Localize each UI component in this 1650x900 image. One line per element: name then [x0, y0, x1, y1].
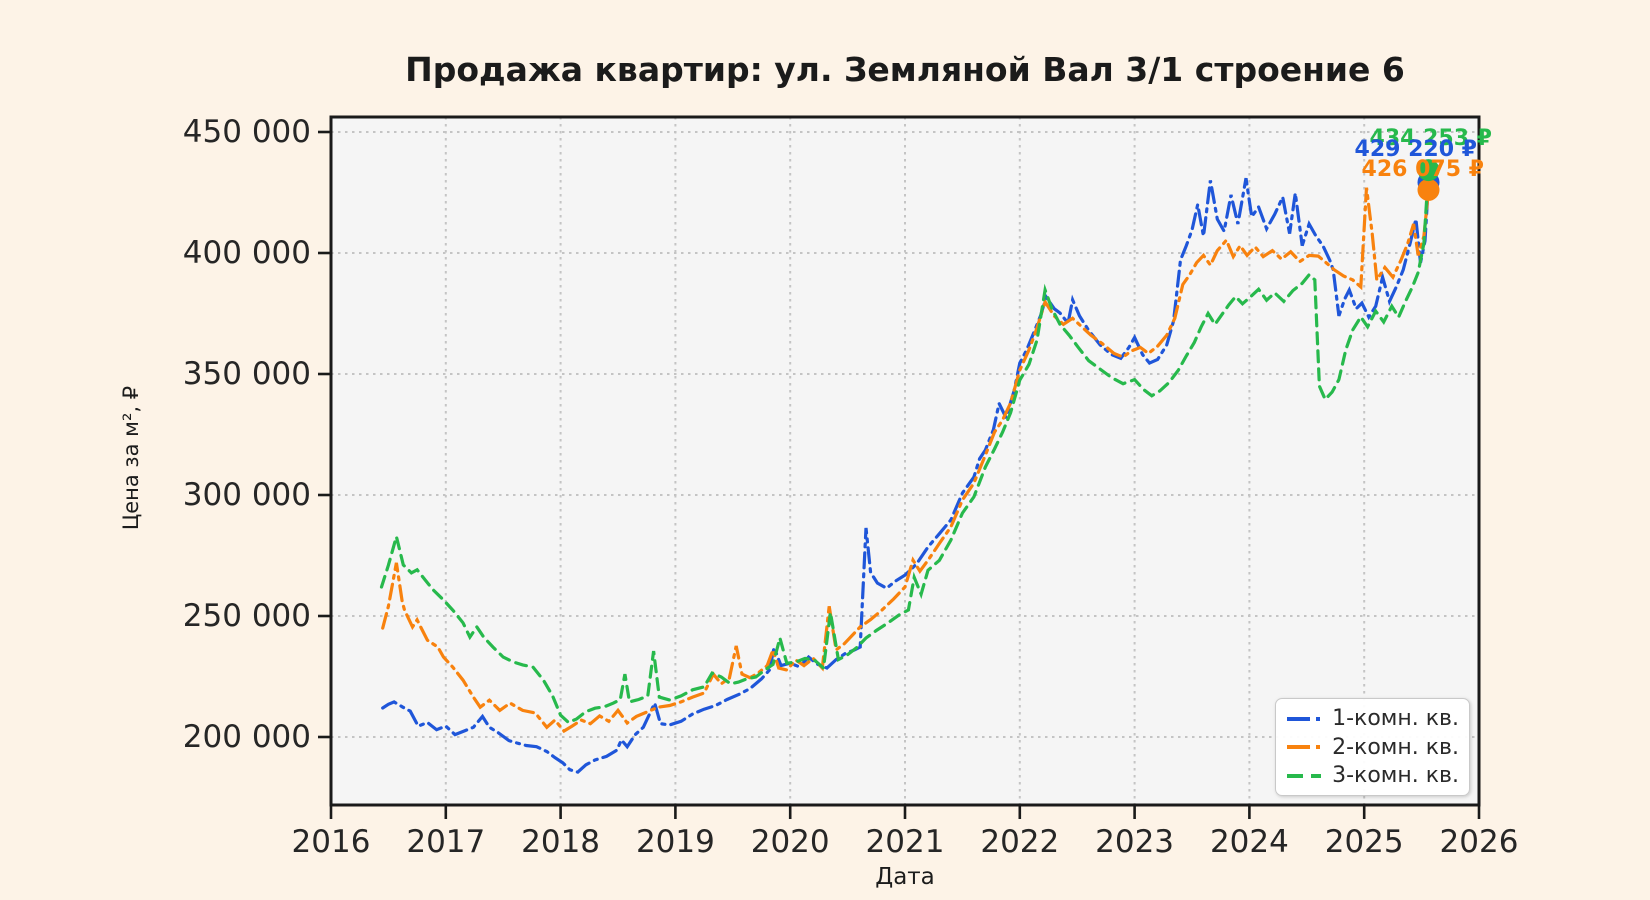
- x-tick-label: 2016: [291, 824, 371, 860]
- y-tick-label: 200 000: [182, 719, 311, 755]
- x-tick-label: 2017: [406, 824, 486, 860]
- legend-label: 2-комн. кв.: [1332, 734, 1459, 760]
- series-line-2-room: [381, 187, 1431, 734]
- end-marker-2-room: [1417, 178, 1440, 201]
- y-tick-label: 450 000: [182, 114, 311, 150]
- chart-title: Продажа квартир: ул. Земляной Вал 3/1 ст…: [405, 50, 1405, 89]
- legend-item-1-room: 1-комн. кв.: [1285, 706, 1459, 731]
- legend-swatch-3-room-icon: [1287, 773, 1322, 778]
- x-tick-label: 2018: [521, 824, 601, 860]
- series-line-1-room: [381, 177, 1431, 774]
- end-value-label-1-room: 429 220 ₽: [1354, 137, 1477, 162]
- x-tick-label: 2021: [865, 824, 945, 860]
- x-tick-label: 2025: [1324, 824, 1404, 860]
- legend-item-3-room: 3-комн. кв.: [1285, 763, 1459, 788]
- end-value-label-2-room: 426 075 ₽: [1361, 157, 1484, 182]
- x-tick-label: 2024: [1209, 824, 1289, 860]
- x-axis-label: Дата: [875, 864, 935, 890]
- end-marker-3-room: [1417, 159, 1440, 182]
- x-tick-label: 2020: [750, 824, 830, 860]
- legend-item-2-room: 2-комн. кв.: [1285, 735, 1459, 760]
- end-value-label-3-room: 434 253 ₽: [1369, 126, 1492, 151]
- x-tick-label: 2026: [1439, 824, 1519, 860]
- legend-label: 3-комн. кв.: [1332, 763, 1459, 788]
- y-tick-label: 350 000: [182, 356, 311, 392]
- x-tick-label: 2023: [1095, 824, 1175, 860]
- y-tick-label: 300 000: [182, 477, 311, 513]
- series-line-3-room: [379, 168, 1431, 725]
- x-tick-label: 2019: [635, 824, 715, 860]
- legend: 1-комн. кв. 2-комн. кв. 3-комн. кв.: [1275, 698, 1470, 796]
- legend-swatch-1-room-icon: [1287, 716, 1322, 721]
- x-tick-label: 2022: [980, 824, 1060, 860]
- y-tick-label: 400 000: [182, 235, 311, 271]
- legend-swatch-2-room-icon: [1287, 745, 1322, 749]
- y-tick-label: 250 000: [182, 598, 311, 634]
- plot-border: [329, 115, 1481, 807]
- legend-label: 1-комн. кв.: [1332, 706, 1459, 731]
